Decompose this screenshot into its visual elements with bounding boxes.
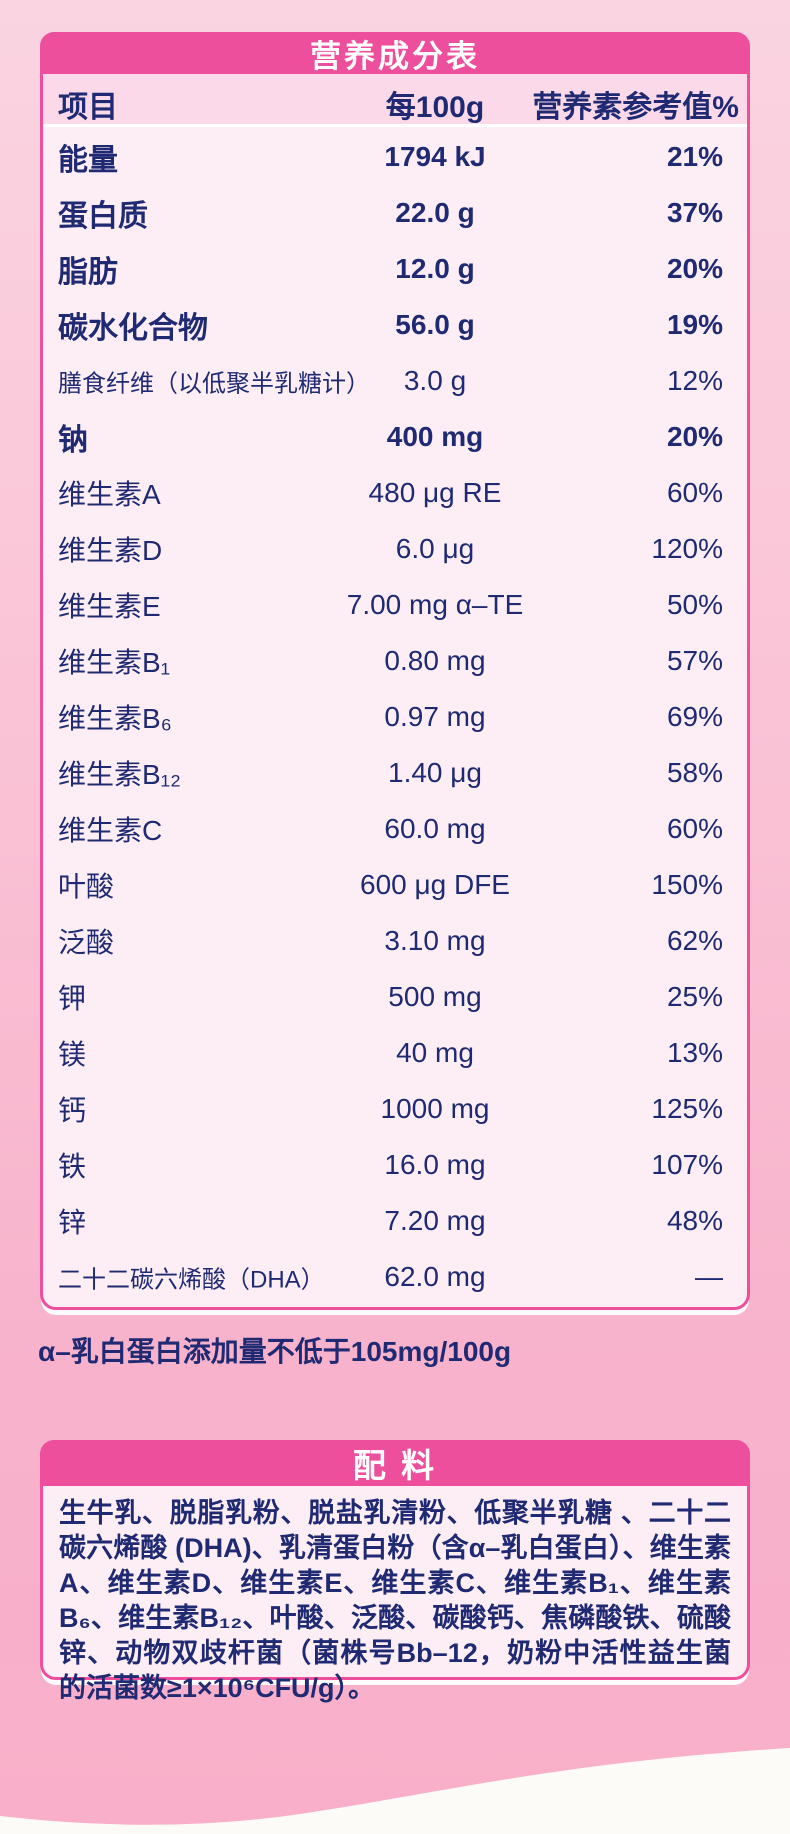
nutrient-nrv: 57% xyxy=(666,645,723,676)
nutrient-amount: 600 μg DFE xyxy=(360,869,510,900)
nutrient-amount: 400 mg xyxy=(386,421,484,452)
nutrient-nrv: 12% xyxy=(666,365,723,396)
nutrient-amount: 500 mg xyxy=(388,981,482,1012)
nutrient-amount: 3.0 g xyxy=(403,365,467,396)
nutrient-amount: 1000 mg xyxy=(380,1093,490,1124)
bottom-wave-decoration xyxy=(0,1748,790,1834)
nutrient-row-vitamin-e: 维生素E 7.00 mg α–TE 50% xyxy=(43,577,747,633)
nutrient-row-vitamin-d: 维生素D 6.0 μg 120% xyxy=(43,521,747,577)
nutrient-amount: 0.80 mg xyxy=(384,645,486,676)
nutrition-table-title: 营养成分表 xyxy=(40,32,750,74)
nutrient-name: 维生素E xyxy=(58,591,161,622)
nutrient-nrv: 150% xyxy=(651,869,723,900)
nutrient-name: 膳食纤维（以低聚半乳糖计） xyxy=(58,370,370,398)
nutrient-name: 泛酸 xyxy=(58,927,115,958)
ingredients-title: 配 料 xyxy=(40,1440,750,1486)
nutrient-row-dha: 二十二碳六烯酸（DHA） 62.0 mg — xyxy=(43,1249,747,1305)
nutrition-table-body: 能量 1794 kJ 21% 蛋白质 22.0 g 37% 脂肪 12.0 g 20% 碳水… xyxy=(43,127,747,1305)
ingredients-card: 配 料 生牛乳、脱脂乳粉、脱盐乳清粉、低聚半乳糖 、二十二碳六烯酸 (DHA)、… xyxy=(40,1440,750,1703)
nutrient-nrv: 19% xyxy=(666,309,723,340)
nutrient-amount: 60.0 mg xyxy=(384,813,486,844)
nutrient-nrv: 107% xyxy=(651,1149,723,1180)
nutrient-row-dietary-fiber: 膳食纤维（以低聚半乳糖计） 3.0 g 12% xyxy=(43,353,747,409)
nutrient-name: 叶酸 xyxy=(58,871,115,902)
nutrient-name: 能量 xyxy=(58,144,118,177)
column-header-per100g: 每100g xyxy=(385,91,485,124)
nutrient-row-sodium: 钠 400 mg 20% xyxy=(43,409,747,465)
nutrient-row-zinc: 锌 7.20 mg 48% xyxy=(43,1193,747,1249)
nutrient-name: 二十二碳六烯酸（DHA） xyxy=(58,1266,325,1294)
nutrient-amount: 7.00 mg α–TE xyxy=(346,589,524,620)
nutrient-name: 维生素B₆ xyxy=(58,703,172,734)
nutrient-row-vitamin-b1: 维生素B₁ 0.80 mg 57% xyxy=(43,633,747,689)
nutrient-name: 维生素B₁ xyxy=(58,647,171,678)
nutrient-name: 维生素B₁₂ xyxy=(58,759,181,790)
nutrient-amount: 6.0 μg xyxy=(395,533,475,564)
nutrient-amount: 3.10 mg xyxy=(384,925,486,956)
nutrient-row-iron: 铁 16.0 mg 107% xyxy=(43,1137,747,1193)
nutrient-nrv: 13% xyxy=(666,1037,723,1068)
nutrient-row-vitamin-c: 维生素C 60.0 mg 60% xyxy=(43,801,747,857)
nutrient-nrv: 120% xyxy=(651,533,723,564)
alpha-lactalbumin-footnote: α–乳白蛋白添加量不低于105mg/100g xyxy=(38,1336,512,1367)
nutrient-row-energy: 能量 1794 kJ 21% xyxy=(43,129,747,185)
nutrition-table-card: 营养成分表 项目 每100g 营养素参考值% 能量 1794 kJ 21% 蛋白质 2… xyxy=(40,32,750,1310)
nutrient-row-potassium: 钾 500 mg 25% xyxy=(43,969,747,1025)
nutrient-row-magnesium: 镁 40 mg 13% xyxy=(43,1025,747,1081)
column-header-nrv: 营养素参考值% xyxy=(532,91,739,124)
nutrient-row-carbohydrate: 碳水化合物 56.0 g 19% xyxy=(43,297,747,353)
nutrient-nrv: 50% xyxy=(666,589,723,620)
nutrient-amount: 1794 kJ xyxy=(384,141,486,172)
nutrient-name: 锌 xyxy=(58,1207,87,1238)
nutrient-nrv: 62% xyxy=(666,925,723,956)
nutrient-nrv: 125% xyxy=(651,1093,723,1124)
nutrient-row-vitamin-b12: 维生素B₁₂ 1.40 μg 58% xyxy=(43,745,747,801)
ingredients-text: 生牛乳、脱脂乳粉、脱盐乳清粉、低聚半乳糖 、二十二碳六烯酸 (DHA)、乳清蛋白… xyxy=(59,1498,731,1703)
nutrient-nrv: — xyxy=(695,1261,723,1292)
nutrient-amount: 0.97 mg xyxy=(384,701,486,732)
nutrient-name: 碳水化合物 xyxy=(58,312,208,345)
nutrient-nrv: 69% xyxy=(666,701,723,732)
nutrient-name: 脂肪 xyxy=(58,256,118,289)
nutrient-name: 铁 xyxy=(58,1151,87,1182)
nutrient-nrv: 58% xyxy=(666,757,723,788)
nutrient-nrv: 20% xyxy=(666,253,723,284)
column-header-item: 项目 xyxy=(58,91,118,124)
nutrient-amount: 12.0 g xyxy=(395,253,475,284)
nutrient-row-folic-acid: 叶酸 600 μg DFE 150% xyxy=(43,857,747,913)
nutrient-nrv: 21% xyxy=(666,141,723,172)
nutrient-nrv: 60% xyxy=(666,813,723,844)
nutrient-row-vitamin-b6: 维生素B₆ 0.97 mg 69% xyxy=(43,689,747,745)
nutrient-row-fat: 脂肪 12.0 g 20% xyxy=(43,241,747,297)
nutrient-nrv: 37% xyxy=(666,197,723,228)
nutrient-amount: 16.0 mg xyxy=(384,1149,486,1180)
nutrition-table-column-headers: 项目 每100g 营养素参考值% xyxy=(43,74,747,127)
nutrient-nrv: 60% xyxy=(666,477,723,508)
nutrient-name: 维生素A xyxy=(58,479,161,510)
nutrient-name: 维生素D xyxy=(58,535,163,566)
nutrient-row-pantothenic-acid: 泛酸 3.10 mg 62% xyxy=(43,913,747,969)
nutrient-row-vitamin-a: 维生素A 480 μg RE 60% xyxy=(43,465,747,521)
nutrient-amount: 22.0 g xyxy=(395,197,475,228)
nutrient-amount: 62.0 mg xyxy=(384,1261,486,1292)
nutrient-name: 镁 xyxy=(58,1039,87,1070)
nutrient-amount: 40 mg xyxy=(396,1037,474,1068)
nutrient-nrv: 25% xyxy=(666,981,723,1012)
nutrient-amount: 1.40 μg xyxy=(388,757,482,788)
nutrient-name: 维生素C xyxy=(58,815,163,846)
nutrient-name: 钠 xyxy=(58,424,88,457)
nutrient-name: 蛋白质 xyxy=(58,200,148,233)
nutrient-nrv: 20% xyxy=(666,421,723,452)
nutrient-row-calcium: 钙 1000 mg 125% xyxy=(43,1081,747,1137)
nutrient-name: 钙 xyxy=(58,1095,87,1126)
nutrient-name: 钾 xyxy=(58,983,87,1014)
nutrient-amount: 480 μg RE xyxy=(368,477,502,508)
nutrient-amount: 56.0 g xyxy=(395,309,475,340)
nutrient-row-protein: 蛋白质 22.0 g 37% xyxy=(43,185,747,241)
nutrient-amount: 7.20 mg xyxy=(384,1205,486,1236)
nutrient-nrv: 48% xyxy=(666,1205,723,1236)
